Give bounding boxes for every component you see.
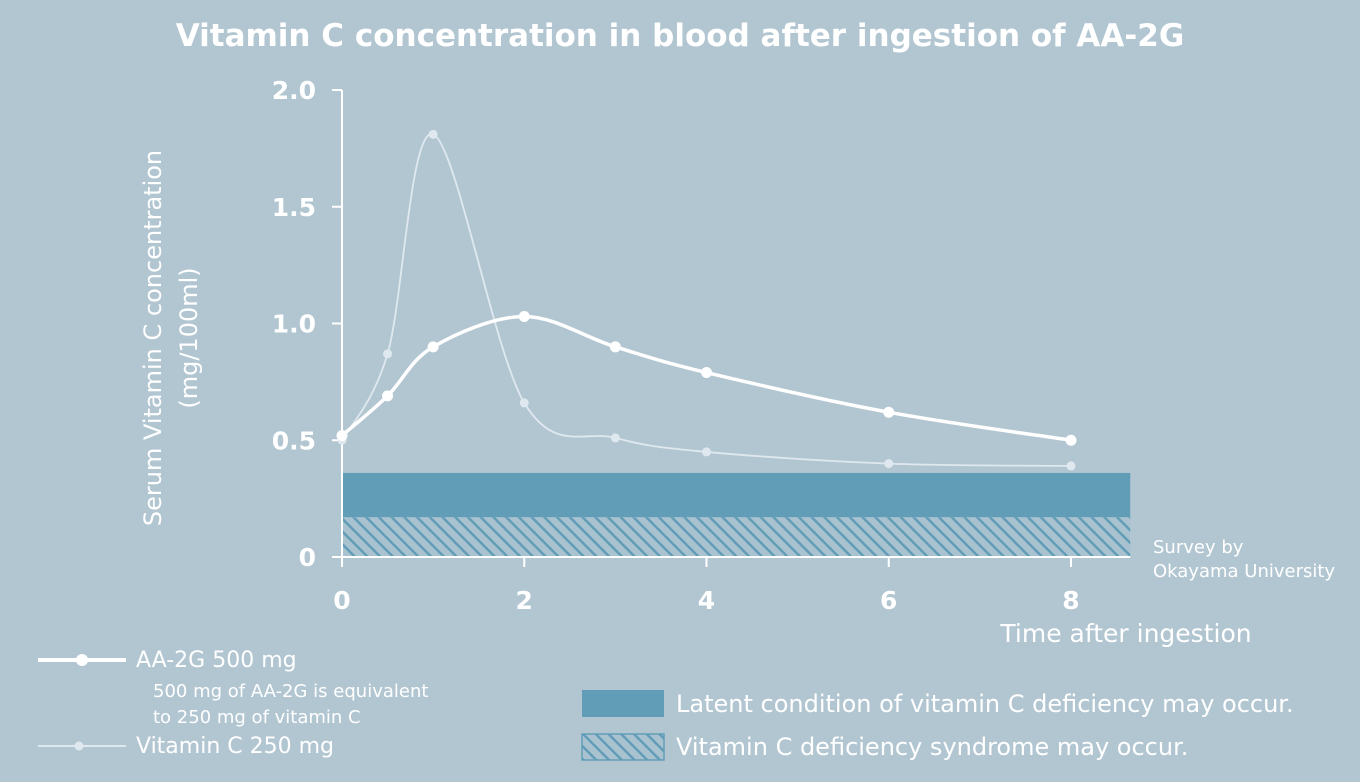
data-point-aa2g bbox=[1065, 434, 1077, 446]
y-tick-label: 2.0 bbox=[272, 76, 316, 105]
series-line-aa2g bbox=[340, 314, 1072, 442]
data-point-aa2g bbox=[336, 430, 348, 442]
data-point-aa2g bbox=[883, 406, 895, 418]
legend-latent-label: Latent condition of vitamin C deficiency… bbox=[676, 690, 1294, 718]
legend-syndrome-label: Vitamin C deficiency syndrome may occur. bbox=[676, 733, 1188, 761]
y-axis-label-line1: Serum Vitamin C concentration bbox=[139, 150, 167, 526]
band-1 bbox=[342, 517, 1131, 557]
data-point-vitamin-c bbox=[610, 433, 620, 443]
x-axis-label: Time after ingestion bbox=[999, 619, 1251, 648]
data-point-vitamin-c bbox=[884, 459, 894, 469]
chart-title: Vitamin C concentration in blood after i… bbox=[176, 18, 1185, 54]
band-0 bbox=[342, 472, 1131, 518]
data-point-aa2g bbox=[427, 341, 439, 353]
deficiency-bands bbox=[342, 472, 1131, 557]
legend-aa2g-marker bbox=[76, 654, 88, 666]
legend-latent-swatch bbox=[582, 690, 664, 717]
data-point-aa2g bbox=[701, 367, 712, 379]
legend-aa2g-note-line2: to 250 mg of vitamin C bbox=[153, 707, 361, 728]
x-tick-label: 2 bbox=[516, 586, 533, 615]
y-tick-label: 0 bbox=[299, 543, 316, 572]
series-layer bbox=[336, 129, 1077, 471]
legend-aa2g-note-line1: 500 mg of AA-2G is equivalent bbox=[153, 681, 428, 702]
data-point-aa2g bbox=[609, 341, 621, 353]
x-tick-label: 4 bbox=[698, 586, 715, 615]
band-legend: Latent condition of vitamin C deficiency… bbox=[581, 690, 1294, 761]
axes: 0 0.5 1.0 1.5 2.0 0 2 4 6 8 bbox=[272, 76, 1131, 615]
data-point-vitamin-c bbox=[519, 398, 529, 408]
x-tick-label: 8 bbox=[1062, 586, 1079, 615]
x-tick-label: 6 bbox=[880, 586, 897, 615]
data-point-aa2g bbox=[518, 310, 530, 322]
series-legend: AA-2G 500 mg 500 mg of AA-2G is equivale… bbox=[38, 648, 428, 759]
y-tick-label: 1.0 bbox=[272, 310, 316, 339]
legend-vitc-marker bbox=[74, 741, 84, 751]
data-point-vitamin-c bbox=[702, 447, 711, 457]
series-line-vitamin-c bbox=[341, 133, 1072, 467]
legend-vitc-label: Vitamin C 250 mg bbox=[136, 734, 334, 759]
y-axis-label-line2: (mg/100ml) bbox=[175, 267, 203, 408]
data-point-aa2g bbox=[382, 390, 394, 402]
x-tick-label: 0 bbox=[333, 586, 350, 615]
data-point-vitamin-c bbox=[428, 129, 438, 139]
source-line2: Okayama University bbox=[1153, 561, 1335, 582]
legend-aa2g-label: AA-2G 500 mg bbox=[136, 648, 297, 673]
source-line1: Survey by bbox=[1153, 537, 1244, 558]
legend-syndrome-swatch bbox=[581, 733, 665, 761]
y-tick-label: 1.5 bbox=[272, 193, 316, 222]
data-point-vitamin-c bbox=[1066, 461, 1076, 471]
data-point-vitamin-c bbox=[383, 349, 393, 359]
y-tick-label: 0.5 bbox=[272, 426, 316, 455]
